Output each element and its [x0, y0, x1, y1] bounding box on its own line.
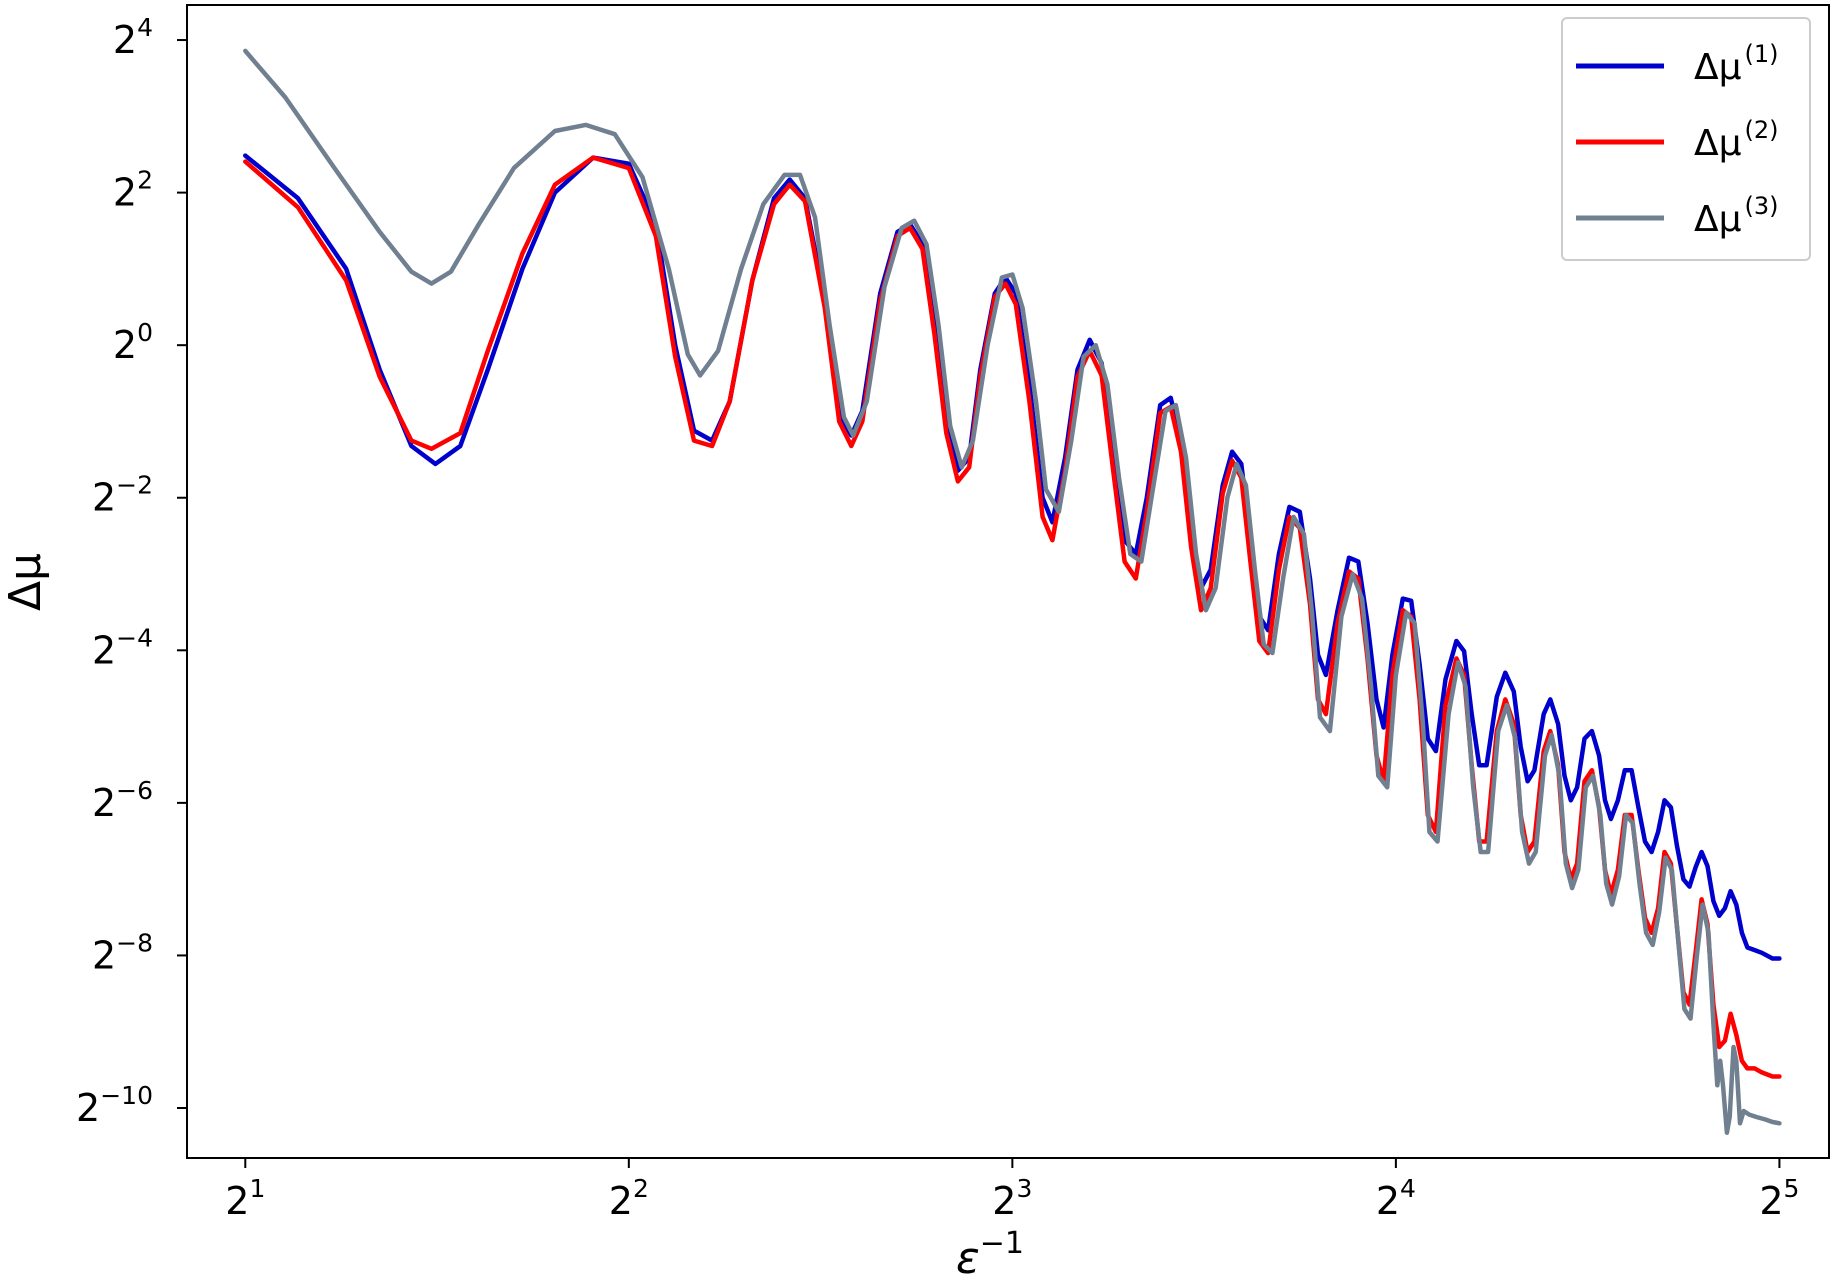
y-tick-label-3: 20 [113, 318, 153, 367]
y-axis-label-text: Δμ [0, 553, 51, 611]
x-tick-label-5: 25 [1759, 1174, 1799, 1223]
y-axis: 24 22 20 2−2 2−4 2−6 2−8 2−10 [76, 13, 187, 1130]
legend-label-3: Δμ (3) [1694, 192, 1779, 240]
legend: Δμ (1) Δμ (2) Δμ (3) [1561, 17, 1811, 261]
legend-label-1: Δμ (1) [1694, 40, 1779, 88]
y-tick-label-1: 24 [113, 13, 153, 62]
x-tick-label-4: 24 [1376, 1174, 1416, 1223]
x-axis-label: ε−1 [956, 1226, 1024, 1284]
x-axis-label-exponent: −1 [980, 1226, 1024, 1261]
y-tick-label-7: 2−8 [92, 928, 153, 977]
x-tick-label-2: 22 [609, 1174, 649, 1223]
x-tick-label-1: 21 [225, 1174, 265, 1223]
y-tick-label-4: 2−2 [92, 471, 153, 520]
legend-box [1561, 17, 1811, 261]
legend-label-2: Δμ (2) [1694, 116, 1779, 164]
series-line-3 [243, 48, 1782, 1135]
x-axis: 21 22 23 24 25 [225, 1158, 1799, 1223]
x-tick-label-3: 23 [992, 1174, 1032, 1223]
y-tick-label-2: 22 [113, 166, 153, 215]
series-layer [243, 48, 1782, 1135]
plot-frame [186, 4, 1830, 1159]
x-axis-label-base: ε [956, 1233, 980, 1284]
y-tick-label-5: 2−4 [92, 623, 153, 672]
y-tick-label-6: 2−6 [92, 776, 153, 825]
y-tick-label-8: 2−10 [76, 1081, 153, 1130]
y-axis-label: Δμ [0, 553, 51, 611]
